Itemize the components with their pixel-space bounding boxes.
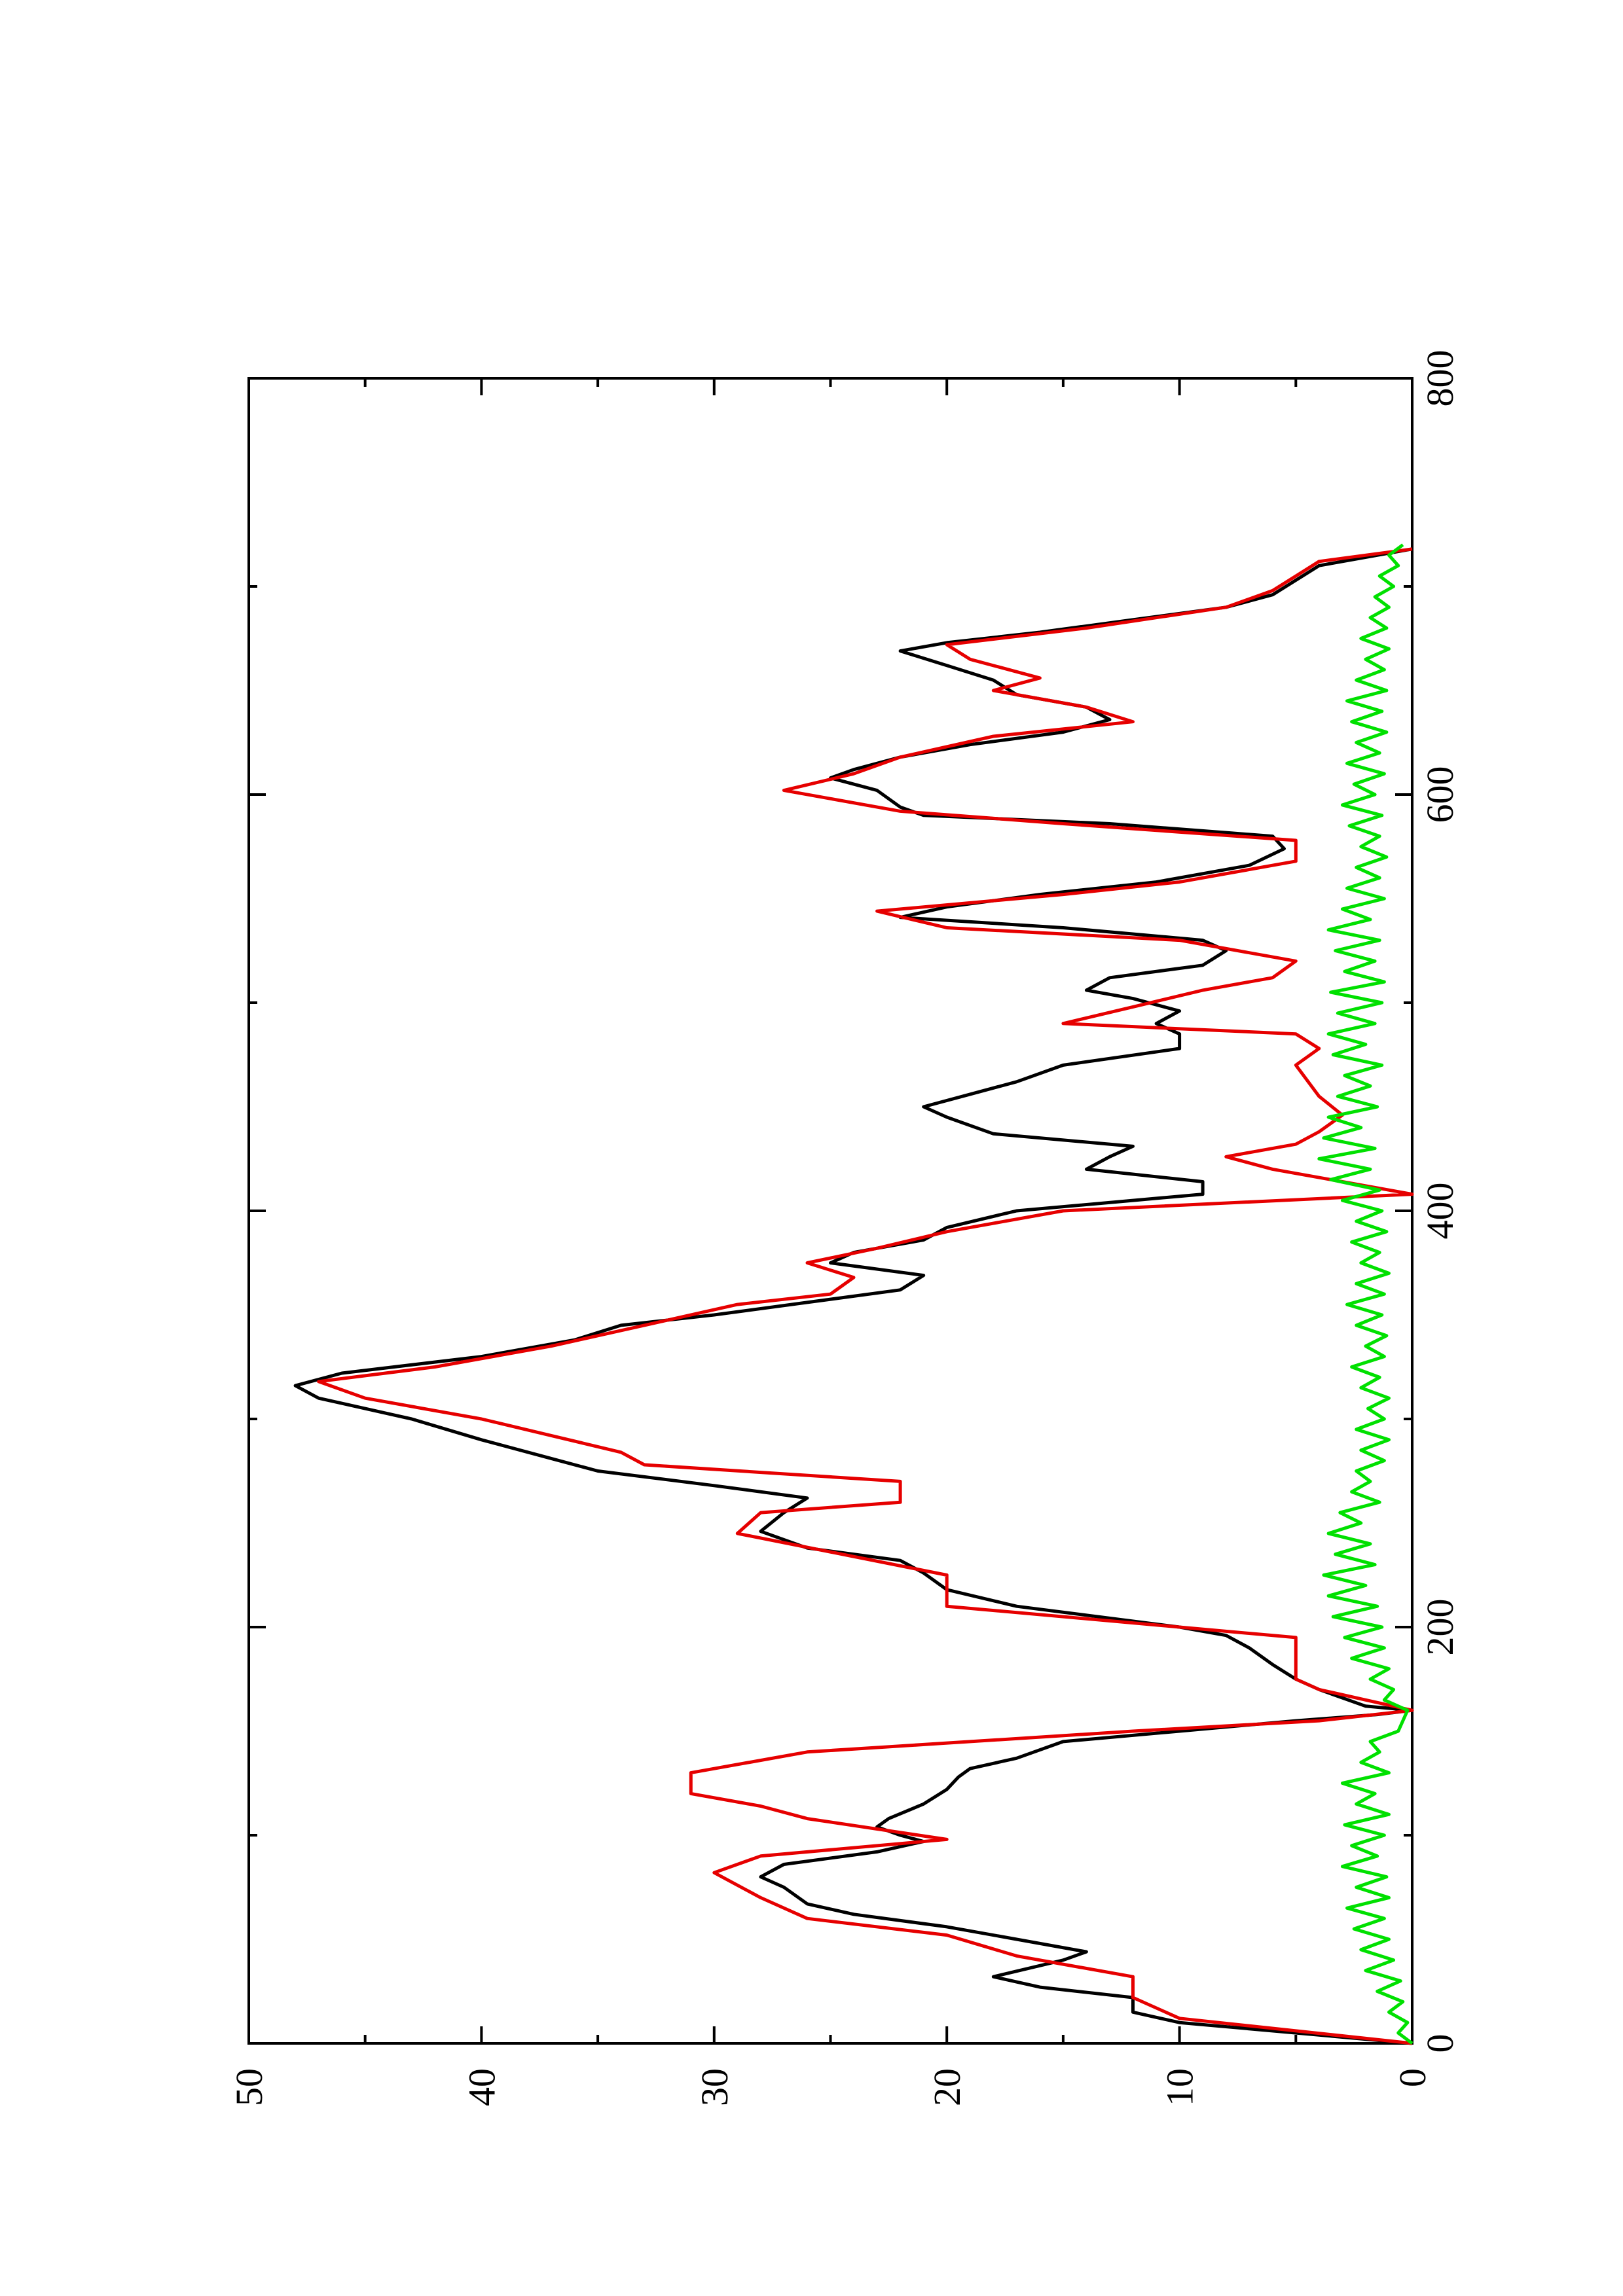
x-tick-labels: 0 200 400 600 800 [1419,350,1461,2053]
x-tick-label: 800 [1419,350,1461,407]
x-tick-label: 400 [1419,1183,1461,1240]
y-tick-label: 10 [1159,2068,1201,2106]
data-series [293,543,1414,2045]
x-tick-label: 600 [1419,766,1461,823]
series-line-3 [1317,543,1413,2045]
y-tick-label: 50 [228,2068,270,2106]
y-tick-label: 20 [926,2068,968,2106]
y-tick-label: 0 [1391,2068,1434,2087]
plot-frame [247,377,1413,2045]
series-line-1 [293,547,1414,2045]
x-tick-label: 200 [1419,1599,1461,1656]
y-tick-label: 40 [460,2068,503,2106]
series-line-2 [317,547,1414,2045]
x-tick-label: 0 [1419,2034,1461,2053]
tick-marks [247,377,1413,2045]
y-tick-label: 30 [693,2068,736,2106]
y-tick-labels: 0 10 20 30 40 50 [228,2068,1434,2106]
